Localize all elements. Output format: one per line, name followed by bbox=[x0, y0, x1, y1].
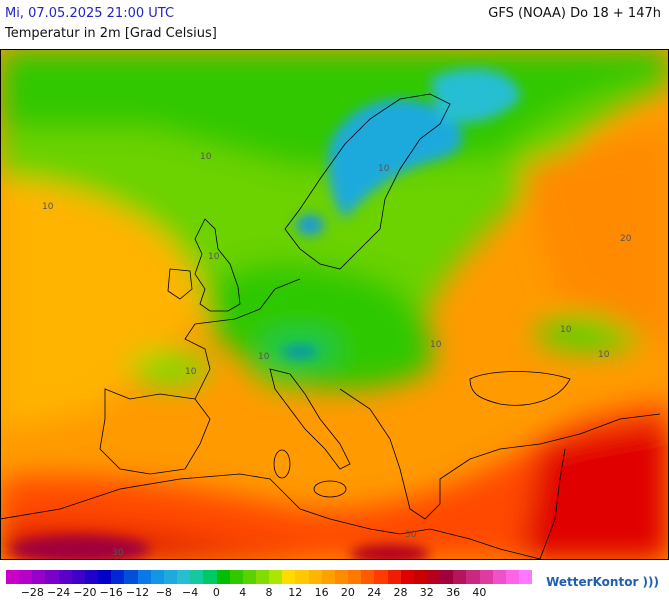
legend-swatch bbox=[295, 570, 309, 584]
contour-label: 10 bbox=[185, 367, 197, 377]
legend-swatch bbox=[58, 570, 72, 584]
temperature-map[interactable]: 10 10 10 10 10 10 10 10 10 20 30 30 bbox=[0, 49, 669, 560]
legend-swatch bbox=[229, 570, 243, 584]
legend-swatch bbox=[242, 570, 256, 584]
contour-label: 10 bbox=[258, 352, 270, 362]
legend-tick-label: −8 bbox=[155, 586, 172, 599]
legend-swatch bbox=[400, 570, 414, 584]
legend-swatch bbox=[98, 570, 112, 584]
legend-swatch bbox=[177, 570, 191, 584]
legend-tick-label: −4 bbox=[181, 586, 199, 599]
contour-label: 20 bbox=[620, 234, 632, 244]
legend-swatch bbox=[427, 570, 441, 584]
legend-swatch bbox=[137, 570, 151, 584]
legend-swatch bbox=[321, 570, 335, 584]
color-scale-ticks: −28 −24 −20 −16 −12 −8 −4 0 4 8 12 16 20 24 28 32 36 40 bbox=[6, 586, 532, 600]
legend-swatch bbox=[216, 570, 230, 584]
contour-labels: 10 10 10 10 10 10 10 10 10 20 30 30 bbox=[42, 152, 632, 558]
legend-swatch bbox=[32, 570, 46, 584]
contour-label: 30 bbox=[405, 530, 417, 540]
legend-tick-label: −20 bbox=[73, 586, 97, 599]
wetterkontor-logo[interactable]: WetterKontor ))) bbox=[546, 575, 659, 589]
contour-label: 30 bbox=[112, 548, 124, 558]
legend-swatch bbox=[453, 570, 467, 584]
legend-swatch bbox=[150, 570, 164, 584]
legend-tick-label: 32 bbox=[419, 586, 434, 599]
contour-label: 10 bbox=[430, 340, 442, 350]
contour-label: 10 bbox=[200, 152, 212, 162]
legend-tick-label: 36 bbox=[446, 586, 461, 599]
legend-swatch bbox=[374, 570, 388, 584]
legend-swatch bbox=[6, 570, 20, 584]
legend-tick-label: −28 bbox=[20, 586, 44, 599]
legend-swatch bbox=[111, 570, 125, 584]
legend-swatch bbox=[505, 570, 520, 584]
contour-label: 10 bbox=[378, 164, 390, 174]
legend-tick-label: 8 bbox=[265, 586, 273, 599]
legend-swatch bbox=[348, 570, 362, 584]
legend-tick-label: 4 bbox=[239, 586, 247, 599]
valid-time-label: Mi, 07.05.2025 21:00 UTC bbox=[5, 6, 175, 21]
legend-swatch bbox=[124, 570, 138, 584]
legend-swatch bbox=[282, 570, 296, 584]
color-scale-bar bbox=[6, 570, 533, 584]
legend-tick-label: 40 bbox=[472, 586, 487, 599]
legend-swatch bbox=[387, 570, 401, 584]
legend-swatch bbox=[492, 570, 506, 584]
legend-swatch bbox=[361, 570, 375, 584]
legend-swatch bbox=[466, 570, 480, 584]
contour-label: 10 bbox=[598, 350, 610, 360]
legend-tick-label: −16 bbox=[99, 586, 123, 599]
legend-tick-label: 0 bbox=[212, 586, 220, 599]
parameter-label: Temperatur in 2m [Grad Celsius] bbox=[5, 26, 217, 41]
legend-swatch bbox=[203, 570, 217, 584]
legend-swatch bbox=[190, 570, 204, 584]
legend-tick-label: 20 bbox=[340, 586, 355, 599]
signal-icon: ))) bbox=[642, 575, 659, 589]
contour-label: 10 bbox=[560, 325, 572, 335]
legend-swatch bbox=[308, 570, 322, 584]
legend-swatch bbox=[19, 570, 33, 584]
legend-swatch bbox=[163, 570, 178, 584]
legend-tick-label: 24 bbox=[367, 586, 382, 599]
contour-label: 10 bbox=[208, 252, 220, 262]
legend-tick-label: 16 bbox=[314, 586, 329, 599]
coastlines bbox=[1, 93, 661, 559]
contour-label: 10 bbox=[42, 202, 54, 212]
model-run-label: GFS (NOAA) Do 18 + 147h bbox=[488, 6, 661, 21]
legend-tick-label: 28 bbox=[393, 586, 408, 599]
legend-swatch bbox=[440, 570, 454, 584]
legend-tick-label: 12 bbox=[288, 586, 303, 599]
brand-name: WetterKontor bbox=[546, 575, 639, 589]
legend-swatch bbox=[413, 570, 427, 584]
legend-swatch bbox=[71, 570, 85, 584]
legend-swatch bbox=[45, 570, 59, 584]
legend-swatch bbox=[479, 570, 493, 584]
legend-swatch bbox=[255, 570, 270, 584]
legend-swatch bbox=[334, 570, 349, 584]
legend-tick-label: −12 bbox=[125, 586, 150, 599]
legend-swatch bbox=[269, 570, 283, 584]
legend-swatch bbox=[519, 570, 533, 584]
legend-swatch bbox=[84, 570, 99, 584]
legend-tick-label: −24 bbox=[46, 586, 71, 599]
